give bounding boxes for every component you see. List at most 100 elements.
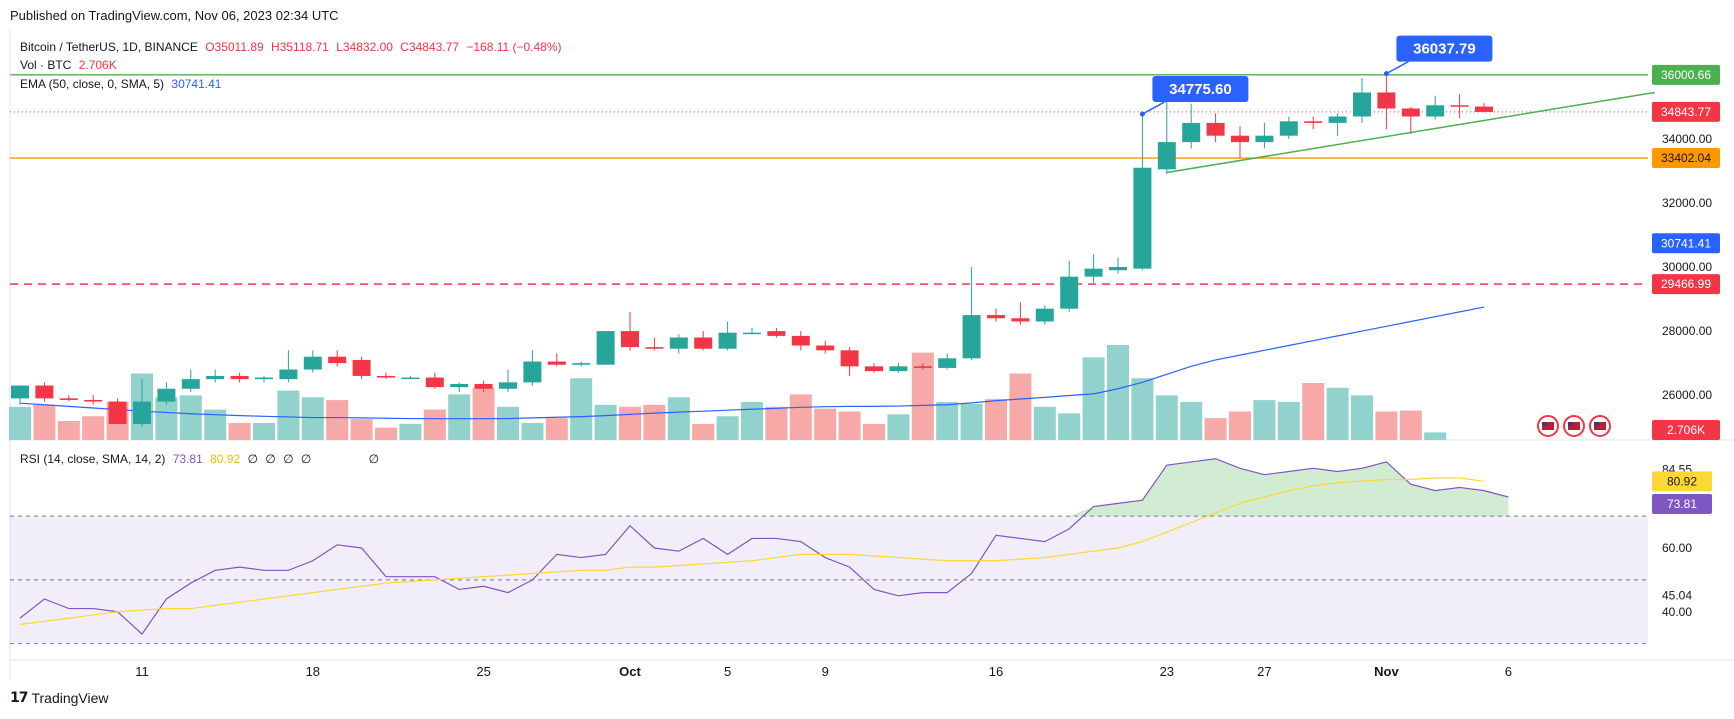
volume-bar (448, 394, 471, 440)
volume-bar (594, 404, 617, 440)
event-flag-icon-stripes (1568, 422, 1580, 430)
callout-label: 36037.79 (1413, 41, 1476, 58)
time-tick-label: 6 (1505, 664, 1512, 679)
volume-bar (1131, 378, 1154, 440)
rsi-extra-3: ∅ (283, 452, 294, 466)
rsi_ma-line (19, 477, 1485, 626)
event-flag-icon-stripes (1542, 422, 1554, 430)
volume-bar (619, 406, 641, 440)
candle-body (377, 375, 395, 378)
candle-body (645, 347, 664, 349)
volume-bar (9, 406, 31, 440)
rsi-tick-label: 40.00 (1662, 605, 1692, 619)
candle-body (181, 379, 200, 389)
time-tick-label: 23 (1160, 664, 1174, 679)
volume-bar (985, 399, 1007, 440)
volume-bar (545, 418, 568, 440)
volume-bar (1082, 357, 1105, 440)
high-value: H35118.71 (271, 40, 329, 54)
volume-axis-badge-label: 2.706K (1667, 423, 1705, 437)
candle-body (865, 366, 883, 372)
price-axis-badge-label: 30741.41 (1661, 236, 1711, 250)
candle-body (328, 356, 347, 364)
ema-legend: EMA (50, close, 0, SMA, 5) 30741.41 (20, 77, 225, 91)
volume-bar (1204, 418, 1227, 440)
time-tick-label: 5 (724, 664, 731, 679)
volume-bar (33, 404, 56, 440)
published-header: Published on TradingView.com, Nov 06, 20… (10, 8, 339, 23)
rsi-overbought-fill (20, 458, 1509, 517)
price-axis-badge-label: 34843.77 (1661, 105, 1711, 119)
volume-bar (204, 409, 227, 440)
volume-bar (497, 406, 519, 440)
time-tick-label: 18 (306, 664, 320, 679)
volume-bar (570, 378, 593, 440)
rsi-legend: RSI (14, close, SMA, 14, 2) 73.81 80.92 … (20, 452, 383, 466)
volume-bar (253, 422, 275, 440)
volume-bar (936, 402, 959, 440)
time-tick-label: 16 (989, 664, 1003, 679)
volume-value: 2.706K (78, 58, 117, 72)
rsi-axis-badge (1652, 493, 1712, 514)
candle-body (1182, 122, 1201, 143)
volume-bar (399, 423, 422, 440)
price-tick-label: 28000.00 (1662, 324, 1712, 338)
candle-body (1206, 122, 1225, 136)
volume-bar (1033, 406, 1056, 440)
candle-body (157, 388, 176, 402)
volume-label: Vol · BTC (20, 58, 72, 72)
volume-bar (1253, 400, 1276, 440)
candle-body (694, 337, 713, 349)
candle-body (1060, 276, 1079, 309)
volume-bar (521, 422, 544, 440)
candle-body (547, 361, 566, 365)
rsi-axis-badge (1652, 471, 1712, 492)
rsi-extra-2: ∅ (265, 452, 276, 466)
volume-bar (1326, 387, 1349, 440)
volume-bar (1399, 410, 1422, 440)
volume-bar (423, 409, 446, 440)
event-flag-icon-canton (1568, 422, 1573, 426)
volume-axis-badge (1652, 420, 1720, 440)
volume-bar (1229, 411, 1251, 440)
candle-body (1133, 167, 1152, 269)
price-axis-badge (1652, 64, 1720, 85)
volume-bar (301, 397, 324, 440)
tradingview-logo[interactable]: 17 TradingView (10, 690, 109, 706)
candle-body (962, 315, 981, 359)
callout-pointer (1142, 101, 1165, 115)
candle-body (1255, 135, 1274, 143)
candle-body (816, 345, 835, 351)
volume-bar (716, 416, 739, 440)
rsi-tick-label: 60.00 (1662, 541, 1692, 555)
candle-body (840, 350, 859, 367)
candle-body (352, 359, 371, 376)
ohlc-legend: Bitcoin / TetherUS, 1D, BINANCE O35011.8… (20, 40, 566, 54)
candle-body (279, 369, 298, 380)
candle-body (718, 332, 737, 349)
candle-body (59, 398, 78, 400)
volume-bar (57, 421, 80, 440)
volume-bar (667, 397, 690, 440)
price-axis-badge (1652, 148, 1720, 169)
volume-bar (863, 423, 885, 440)
volume-bar (228, 422, 251, 440)
candle-body (596, 331, 615, 365)
callout-dot (1139, 111, 1145, 117)
event-flag-icon-canton (1542, 422, 1547, 426)
candle-body (1279, 121, 1298, 136)
volume-bar (350, 419, 373, 440)
volume-bar (375, 427, 397, 440)
candle-body (743, 332, 761, 335)
volume-bar (838, 411, 861, 440)
candle-body (572, 363, 591, 365)
rsi-axis-badge-label: 73.81 (1667, 497, 1697, 511)
candle-body (84, 399, 103, 402)
candle-body (255, 377, 273, 380)
volume-legend: Vol · BTC 2.706K (20, 58, 121, 72)
ema-value: 30741.41 (171, 77, 222, 91)
candle-body (1401, 108, 1420, 117)
time-tick-label: Nov (1374, 664, 1399, 679)
tradingview-brand: TradingView (31, 690, 109, 706)
